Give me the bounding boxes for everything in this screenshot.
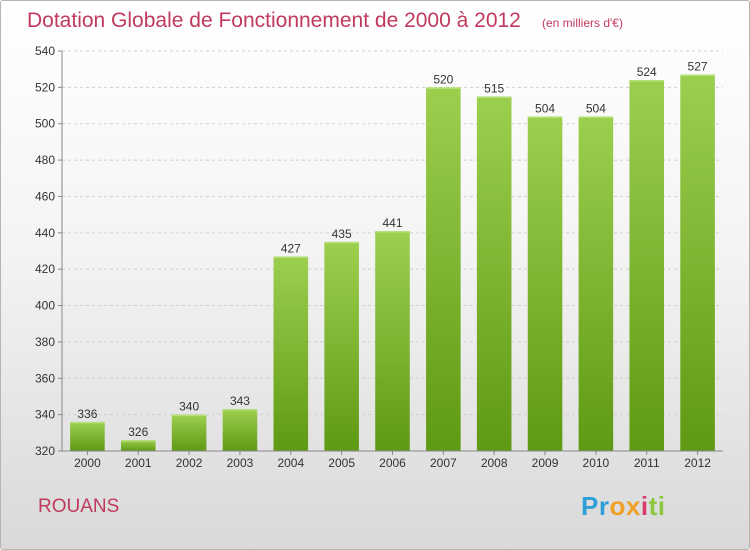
bar: [476, 96, 512, 452]
bar-value-label: 504: [586, 101, 606, 115]
x-tick-label: 2009: [532, 456, 559, 470]
bar-highlight: [578, 116, 614, 118]
x-tick-label: 2000: [74, 456, 101, 470]
y-tick-label: 320: [35, 444, 55, 458]
logo-letter: i: [640, 491, 649, 521]
x-tick-label: 2008: [481, 456, 508, 470]
x-tick-label: 2005: [328, 456, 355, 470]
bar: [171, 414, 207, 451]
bar-highlight: [680, 74, 715, 77]
x-tick-label: 2007: [430, 456, 457, 470]
bar: [222, 409, 258, 451]
bar: [426, 87, 461, 451]
x-tick-label: 2001: [125, 456, 152, 470]
bar-value-label: 515: [484, 81, 504, 95]
bar-highlight: [476, 96, 512, 98]
bar-highlight: [629, 80, 665, 82]
bar-highlight: [273, 256, 309, 258]
x-tick-label: 2010: [583, 456, 610, 470]
chart-subtitle: (en milliers d'€): [542, 16, 623, 30]
bar: [375, 231, 410, 451]
bar: [680, 74, 715, 452]
bar-value-label: 343: [230, 394, 250, 408]
x-tick-label: 2003: [227, 456, 254, 470]
bar: [324, 241, 359, 451]
x-tick-label: 2002: [176, 456, 203, 470]
y-tick-label: 360: [35, 371, 55, 385]
logo-letter: x: [625, 491, 641, 521]
y-tick-label: 340: [35, 408, 55, 422]
bar-highlight: [324, 241, 359, 244]
bar-value-label: 340: [179, 400, 199, 414]
bar-value-label: 524: [637, 65, 657, 79]
y-tick-label: 380: [35, 335, 55, 349]
logo-letter: P: [581, 491, 599, 521]
bar: [120, 440, 156, 451]
y-tick-label: 480: [35, 153, 55, 167]
bar-value-label: 427: [281, 241, 301, 255]
bar: [578, 116, 614, 452]
bar-value-label: 441: [382, 216, 402, 230]
bar: [273, 256, 309, 451]
logo-letter: o: [609, 491, 626, 521]
logo-letter: t: [648, 491, 658, 521]
logo-letter: r: [598, 491, 610, 521]
y-tick-label: 500: [35, 117, 55, 131]
x-tick-label: 2006: [379, 456, 406, 470]
bar-highlight: [222, 409, 258, 411]
bar-value-label: 435: [332, 227, 352, 241]
bar: [527, 116, 563, 452]
bar-highlight: [120, 440, 156, 442]
commune-name: ROUANS: [38, 496, 120, 517]
proxiti-logo: Proxiti: [581, 491, 665, 522]
y-tick-label: 540: [35, 44, 55, 58]
bar-value-label: 527: [688, 60, 708, 74]
y-tick-label: 400: [35, 299, 55, 313]
bar-highlight: [171, 414, 207, 417]
y-tick-label: 460: [35, 189, 55, 203]
bar-highlight: [375, 231, 410, 233]
bar-value-label: 336: [77, 407, 97, 421]
x-tick-label: 2012: [684, 456, 711, 470]
bar: [70, 421, 105, 451]
chart-title: Dotation Globale de Fonctionnement de 20…: [27, 9, 521, 32]
logo-letter: i: [657, 491, 666, 521]
bar-value-label: 520: [433, 72, 453, 86]
bar-highlight: [70, 421, 105, 424]
bar-value-label: 504: [535, 101, 555, 115]
bar-value-label: 326: [128, 425, 148, 439]
y-tick-label: 440: [35, 226, 55, 240]
x-tick-label: 2011: [634, 456, 660, 470]
bar: [629, 80, 665, 451]
y-tick-label: 520: [35, 80, 55, 94]
x-tick-label: 2004: [277, 456, 304, 470]
y-tick-label: 420: [35, 262, 55, 276]
bar-highlight: [426, 87, 461, 89]
bar-highlight: [527, 116, 563, 118]
